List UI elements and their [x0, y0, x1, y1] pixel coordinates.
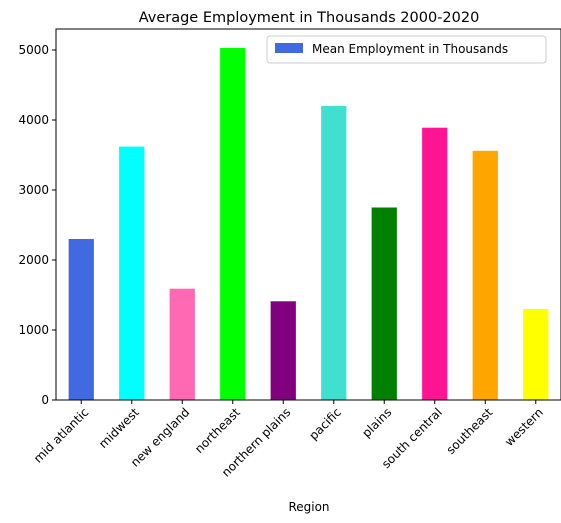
- legend-label: Mean Employment in Thousands: [312, 42, 508, 56]
- bar-mid-atlantic: [68, 239, 94, 400]
- y-tick-label: 5000: [18, 43, 49, 57]
- bar-pacific: [321, 106, 347, 400]
- bar-western: [523, 309, 549, 400]
- y-tick-label: 0: [41, 393, 49, 407]
- legend-swatch: [275, 43, 303, 53]
- y-tick-label: 3000: [18, 183, 49, 197]
- y-tick-label: 4000: [18, 113, 49, 127]
- bar-plains: [371, 207, 397, 400]
- x-tick-label: southeast: [444, 405, 496, 457]
- y-axis: 0 1000 2000 3000 4000 5000: [18, 43, 56, 407]
- x-tick-label: western: [502, 405, 546, 449]
- y-tick-label: 1000: [18, 323, 49, 337]
- bar-southeast: [472, 150, 498, 400]
- x-tick-label: plains: [359, 405, 394, 440]
- x-tick-label: midwest: [96, 405, 142, 451]
- bar-new-england: [169, 288, 195, 400]
- bar-northern-plains: [270, 301, 296, 400]
- legend-frame: [266, 35, 547, 64]
- bar-south-central: [422, 127, 448, 400]
- plot-frame: [55, 28, 561, 401]
- x-axis-label: Region: [288, 500, 329, 514]
- bar-northeast: [220, 47, 246, 401]
- x-tick-label: mid atlantic: [31, 405, 91, 465]
- bar-midwest: [119, 146, 145, 400]
- y-tick-label: 2000: [18, 253, 49, 267]
- bars-group: [68, 47, 549, 401]
- x-tick-label: northeast: [192, 405, 243, 456]
- x-tick-label: pacific: [306, 405, 344, 443]
- legend: Mean Employment in Thousands: [266, 35, 547, 64]
- chart-title: Average Employment in Thousands 2000-202…: [139, 10, 480, 26]
